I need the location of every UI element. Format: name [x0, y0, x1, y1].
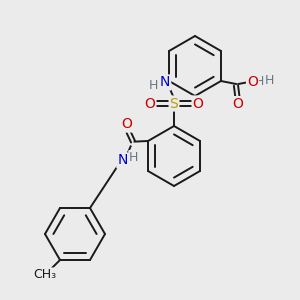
- Text: H: H: [129, 151, 139, 164]
- Text: S: S: [169, 97, 178, 110]
- Text: H: H: [265, 74, 274, 87]
- Text: N: N: [117, 154, 128, 167]
- Text: CH₃: CH₃: [33, 268, 57, 281]
- Text: O: O: [247, 75, 258, 88]
- Text: H: H: [254, 75, 264, 88]
- Text: H: H: [149, 79, 158, 92]
- Text: O: O: [193, 97, 203, 110]
- Text: O: O: [122, 118, 133, 131]
- Text: O: O: [232, 97, 243, 111]
- Text: O: O: [145, 97, 155, 110]
- Text: N: N: [160, 76, 170, 89]
